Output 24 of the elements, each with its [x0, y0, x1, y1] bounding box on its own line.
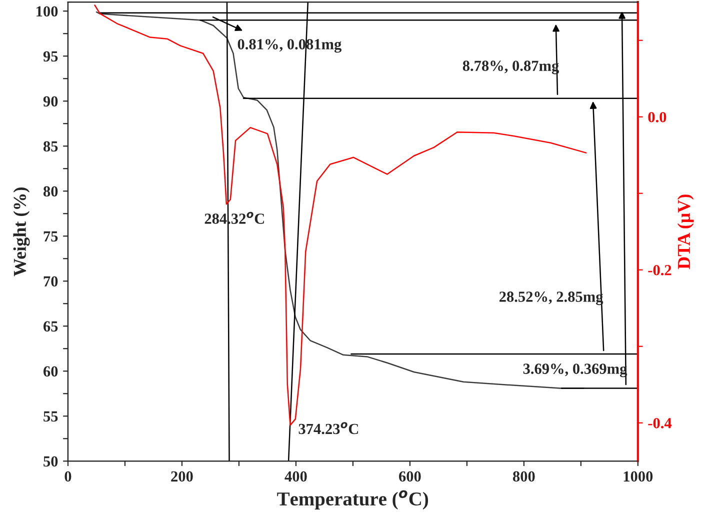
y-tick-label: 75 — [44, 231, 58, 242]
y2-tick-label: -0.4 — [648, 418, 672, 428]
x-axis-title: Temperature ($^{o}$C) — [277, 490, 428, 510]
x-tick-label: 800 — [512, 471, 535, 482]
y-tick-label: 100 — [36, 6, 58, 17]
annotation: 374.23$^{o}$C — [298, 422, 358, 434]
y-tick-label: 50 — [44, 456, 58, 467]
y-tick-label: 90 — [43, 96, 58, 107]
y-tick-label: 60 — [43, 366, 58, 377]
y-tick-label: 55 — [44, 411, 58, 422]
y-tick-label: 70 — [44, 276, 58, 287]
x-tick-label: 1000 — [624, 471, 653, 482]
x-tick-label: 400 — [284, 471, 307, 482]
y-tick-label: 80 — [43, 186, 58, 197]
y-tick-label: 95 — [43, 51, 58, 62]
x-tick-label: 0 — [64, 471, 72, 482]
y-tick-label: 65 — [43, 321, 58, 332]
x-tick-label: 200 — [171, 471, 193, 482]
x-tick-label: 600 — [398, 471, 421, 482]
y2-axis-title: DTA (μV) — [677, 194, 694, 270]
y-tick-label: 85 — [43, 141, 58, 152]
y-axis-title: Weight (%) — [13, 188, 30, 276]
y2-tick-label: 0.0 — [648, 112, 666, 122]
y2-tick-label: -0.2 — [648, 265, 672, 276]
